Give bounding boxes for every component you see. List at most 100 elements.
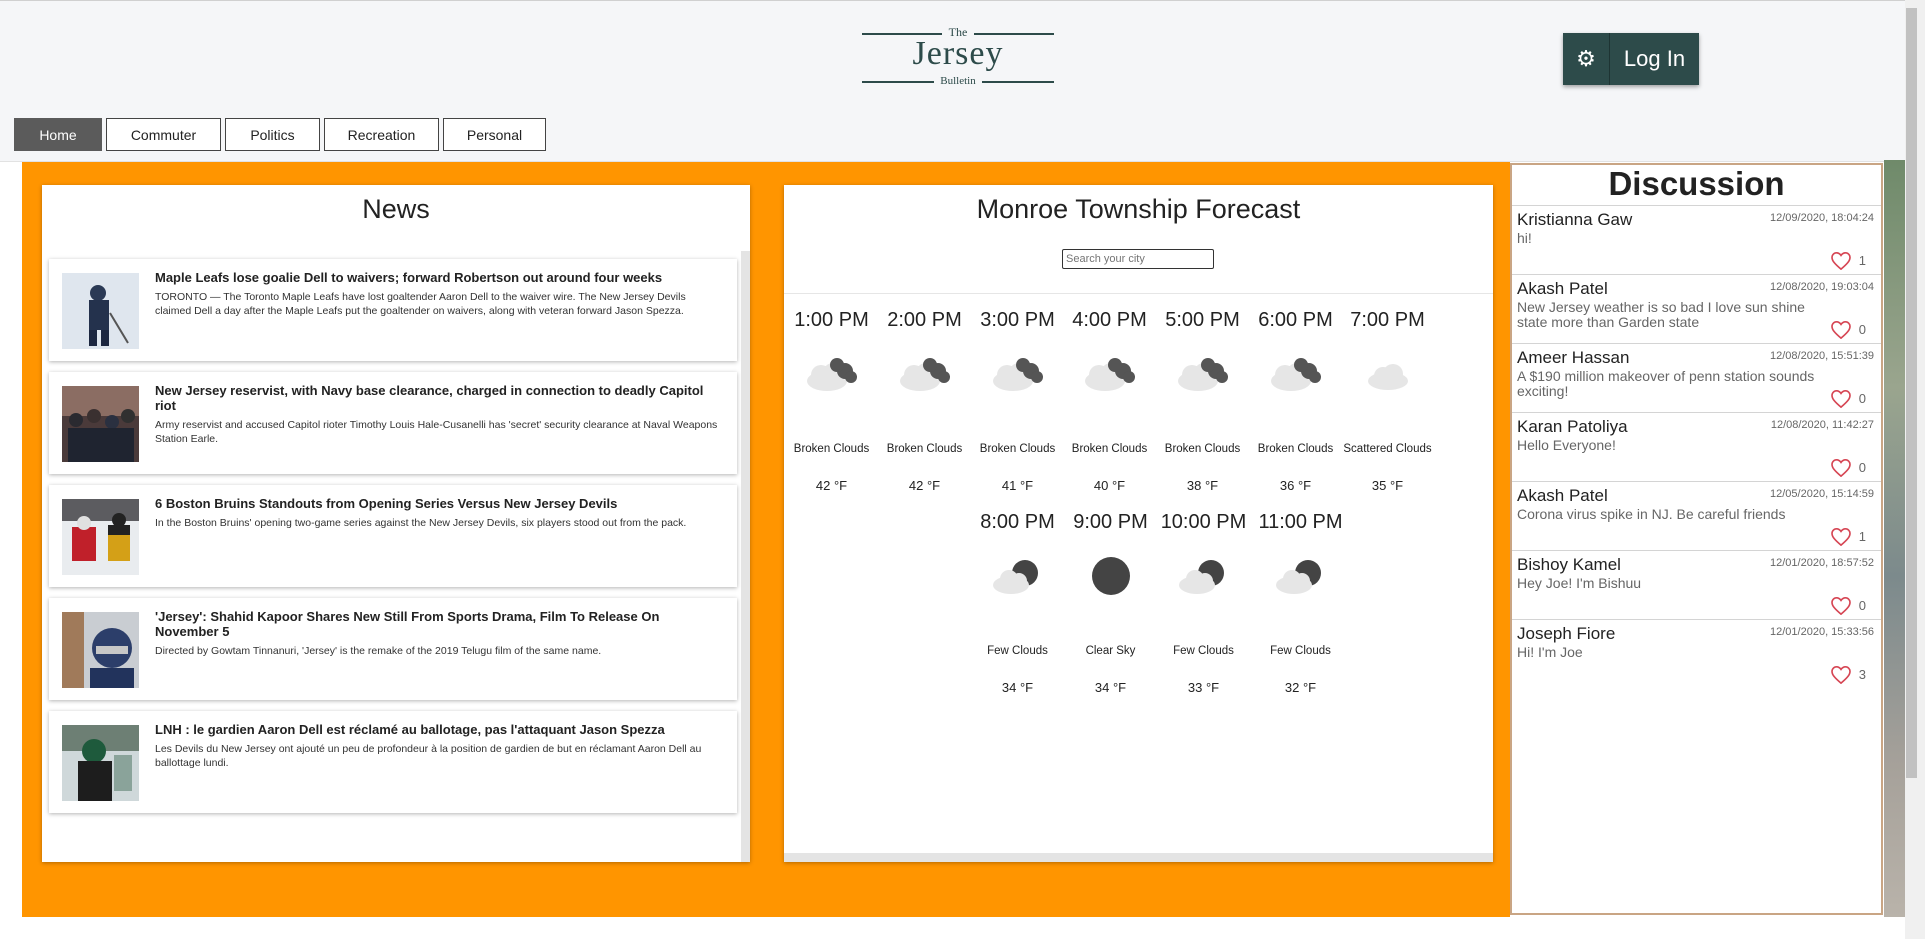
news-headline[interactable]: LNH : le gardien Aaron Dell est réclamé … <box>155 722 665 737</box>
hour-condition: Few Clouds <box>1270 645 1331 657</box>
hour-forecast: 8:00 PM Few Clouds 34 °F <box>971 511 1064 695</box>
comment-item: Akash Patel 12/05/2020, 15:14:59 Corona vi… <box>1512 481 1881 551</box>
news-headline[interactable]: Maple Leafs lose goalie Dell to waivers;… <box>155 270 663 285</box>
hour-forecast: 6:00 PM Broken Clouds 36 °F <box>1249 309 1342 493</box>
tab-personal[interactable]: Personal <box>443 118 546 151</box>
news-thumbnail <box>62 725 139 801</box>
hour-temperature: 41 °F <box>1001 478 1034 493</box>
comment-author: Karan Patoliya <box>1517 417 1628 436</box>
comment-date: 12/05/2020, 15:14:59 <box>1770 488 1874 500</box>
hour-forecast: 3:00 PM Broken Clouds 41 °F <box>971 309 1064 493</box>
background-image-edge <box>1884 160 1905 917</box>
hour-time: 11:00 PM <box>1258 511 1343 533</box>
hour-time: 5:00 PM <box>1165 309 1240 331</box>
news-item[interactable]: New Jersey reservist, with Navy base cle… <box>49 372 737 474</box>
discussion-title: Discussion <box>1608 165 1785 202</box>
weather-title: Monroe Township Forecast <box>976 194 1301 224</box>
news-headline[interactable]: 6 Boston Bruins Standouts from Opening S… <box>155 496 618 511</box>
weather-scrollbar[interactable] <box>784 853 1493 862</box>
hour-time: 1:00 PM <box>794 309 869 331</box>
few-clouds-icon <box>1173 551 1235 601</box>
hour-condition: Broken Clouds <box>793 443 870 455</box>
logo-sub: Bulletin <box>940 75 976 87</box>
hour-temperature: 34 °F <box>1001 680 1034 695</box>
like-count: 0 <box>1858 598 1866 613</box>
comment-author: Kristianna Gaw <box>1517 210 1633 229</box>
comment-author: Ameer Hassan <box>1517 348 1630 367</box>
hour-time: 6:00 PM <box>1258 309 1333 331</box>
hour-condition: Few Clouds <box>987 645 1048 657</box>
comment-author: Joseph Fiore <box>1517 624 1616 643</box>
heart-icon[interactable] <box>1831 390 1851 408</box>
hour-temperature: 36 °F <box>1279 478 1312 493</box>
account-controls: ⚙ Log In <box>1563 33 1699 85</box>
broken-clouds-icon <box>1265 349 1327 399</box>
few-clouds-icon <box>987 551 1049 601</box>
news-item[interactable]: LNH : le gardien Aaron Dell est réclamé … <box>49 711 737 813</box>
news-summary: Les Devils du New Jersey ont ajouté un p… <box>155 743 702 769</box>
news-thumbnail <box>62 386 139 462</box>
hour-condition: Clear Sky <box>1085 645 1136 657</box>
hour-condition: Broken Clouds <box>1071 443 1148 455</box>
heart-icon[interactable] <box>1831 528 1851 546</box>
logo-rule <box>862 33 942 35</box>
comment-date: 12/08/2020, 11:42:27 <box>1770 419 1874 431</box>
news-title: News <box>362 194 430 224</box>
heart-icon[interactable] <box>1831 252 1851 270</box>
hour-condition: Scattered Clouds <box>1343 443 1432 455</box>
comment-date: 12/01/2020, 18:57:52 <box>1770 557 1874 569</box>
like-count: 1 <box>1858 529 1866 544</box>
heart-icon[interactable] <box>1831 321 1851 339</box>
tab-commuter[interactable]: Commuter <box>106 118 221 151</box>
heart-icon[interactable] <box>1831 666 1851 684</box>
news-scrollbar[interactable] <box>741 251 750 862</box>
city-search-input[interactable] <box>1062 249 1214 269</box>
news-item[interactable]: 6 Boston Bruins Standouts from Opening S… <box>49 485 737 587</box>
hour-time: 10:00 PM <box>1160 511 1247 533</box>
broken-clouds-icon <box>894 349 956 399</box>
settings-button[interactable]: ⚙ <box>1563 33 1610 85</box>
news-summary: Army reservist and accused Capitol riote… <box>155 419 718 445</box>
page-scroll-thumb[interactable] <box>1906 8 1917 778</box>
hour-forecast: 10:00 PM Few Clouds 33 °F <box>1157 511 1250 695</box>
broken-clouds-icon <box>1079 349 1141 399</box>
hour-condition: Few Clouds <box>1173 645 1234 657</box>
gear-icon: ⚙ <box>1576 46 1596 71</box>
hour-forecast: 9:00 PM Clear Sky 34 °F <box>1064 511 1157 695</box>
news-headline[interactable]: 'Jersey': Shahid Kapoor Shares New Still… <box>155 609 660 639</box>
comment-item: Kristianna Gaw 12/09/2020, 18:04:24 hi! 1 <box>1512 205 1881 275</box>
news-item[interactable]: Maple Leafs lose goalie Dell to waivers;… <box>49 259 737 361</box>
broken-clouds-icon <box>987 349 1049 399</box>
comment-date: 12/08/2020, 19:03:04 <box>1770 281 1874 293</box>
news-summary: In the Boston Bruins' opening two-game s… <box>155 517 687 529</box>
login-button[interactable]: Log In <box>1623 46 1686 71</box>
hour-time: 9:00 PM <box>1073 511 1148 533</box>
tab-politics[interactable]: Politics <box>225 118 320 151</box>
like-count: 0 <box>1858 322 1866 337</box>
tab-recreation[interactable]: Recreation <box>324 118 439 151</box>
comment-text: Hi! I'm Joe <box>1517 644 1583 660</box>
comment-text: Hello Everyone! <box>1517 437 1616 453</box>
heart-icon[interactable] <box>1831 459 1851 477</box>
hour-time: 2:00 PM <box>887 309 962 331</box>
hour-temperature: 42 °F <box>815 478 848 493</box>
news-thumbnail <box>62 499 139 575</box>
site-logo[interactable]: The Jersey Bulletin <box>862 25 1054 89</box>
news-list: Maple Leafs lose goalie Dell to waivers;… <box>49 259 737 824</box>
tab-home[interactable]: Home <box>14 118 102 151</box>
news-item[interactable]: 'Jersey': Shahid Kapoor Shares New Still… <box>49 598 737 700</box>
comment-date: 12/08/2020, 15:51:39 <box>1770 350 1874 362</box>
site-header: The Jersey Bulletin ⚙ Log In Home Commut… <box>0 0 1905 162</box>
news-headline[interactable]: New Jersey reservist, with Navy base cle… <box>155 383 704 413</box>
logo-rule <box>974 33 1054 35</box>
comment-text: A $190 million makeover of penn station … <box>1517 368 1815 399</box>
hour-forecast: 7:00 PM Scattered Clouds 35 °F <box>1341 309 1434 493</box>
hour-time: 7:00 PM <box>1350 309 1425 331</box>
hour-forecast: 5:00 PM Broken Clouds 38 °F <box>1156 309 1249 493</box>
like-count: 1 <box>1858 253 1866 268</box>
news-panel: News Maple Leafs lose goalie Dell to wai… <box>42 185 750 862</box>
news-thumbnail <box>62 273 139 349</box>
hour-forecast: 1:00 PM Broken Clouds 42 °F <box>785 309 878 493</box>
heart-icon[interactable] <box>1831 597 1851 615</box>
comment-text: hi! <box>1517 230 1532 246</box>
